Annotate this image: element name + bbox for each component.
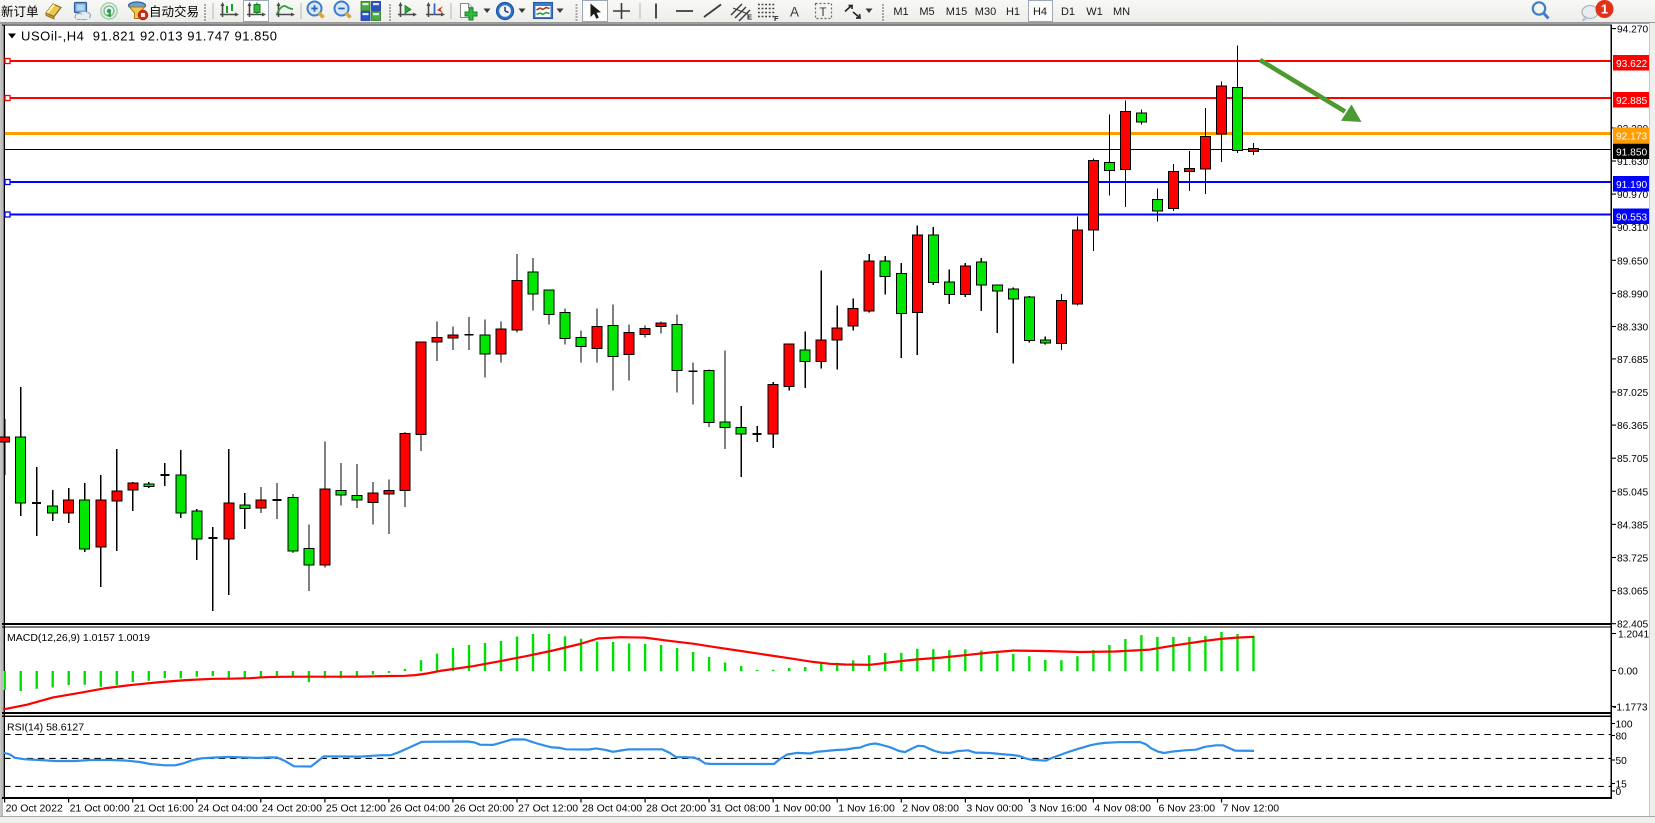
svg-text:92.173: 92.173 [1616, 131, 1647, 142]
svg-text:90.970: 90.970 [1617, 190, 1648, 201]
svg-text:91.630: 91.630 [1617, 157, 1648, 168]
svg-text:2 Nov 08:00: 2 Nov 08:00 [902, 803, 959, 815]
svg-text:21 Oct 16:00: 21 Oct 16:00 [134, 803, 194, 815]
svg-text:86.365: 86.365 [1617, 421, 1648, 432]
svg-text:新订单: 新订单 [1, 4, 39, 19]
svg-text:85.045: 85.045 [1617, 487, 1648, 498]
svg-text:T: T [820, 7, 827, 19]
svg-text:82.405: 82.405 [1617, 620, 1648, 631]
svg-text:88.330: 88.330 [1617, 323, 1648, 334]
svg-text:90.310: 90.310 [1617, 223, 1648, 234]
svg-text:M5: M5 [919, 6, 934, 18]
svg-text:USOil-,H4 91.821 92.013 91.74: USOil-,H4 91.821 92.013 91.747 91.850 [21, 29, 278, 44]
svg-text:21 Oct 00:00: 21 Oct 00:00 [70, 803, 130, 815]
svg-text:D1: D1 [1061, 6, 1075, 18]
svg-text:E: E [747, 13, 752, 22]
svg-text:89.650: 89.650 [1617, 256, 1648, 267]
svg-text:F: F [774, 14, 779, 22]
svg-text:26 Oct 04:00: 26 Oct 04:00 [390, 803, 450, 815]
svg-text:20 Oct 2022: 20 Oct 2022 [6, 803, 63, 815]
svg-text:87.025: 87.025 [1617, 388, 1648, 399]
svg-text:50: 50 [1616, 756, 1628, 767]
svg-text:85.705: 85.705 [1617, 454, 1648, 465]
svg-text:1.2041: 1.2041 [1618, 629, 1649, 640]
svg-text:3 Nov 16:00: 3 Nov 16:00 [1030, 803, 1087, 815]
svg-text:H1: H1 [1006, 6, 1020, 18]
svg-text:3 Nov 00:00: 3 Nov 00:00 [966, 803, 1023, 815]
svg-text:83.065: 83.065 [1617, 587, 1648, 598]
svg-text:-1.1773: -1.1773 [1613, 702, 1648, 713]
svg-text:0: 0 [1616, 787, 1622, 798]
svg-text:1 Nov 00:00: 1 Nov 00:00 [774, 803, 831, 815]
svg-text:自动交易: 自动交易 [149, 4, 199, 19]
svg-text:7 Nov 12:00: 7 Nov 12:00 [1223, 803, 1280, 815]
svg-text:M30: M30 [975, 6, 996, 18]
svg-text:91.190: 91.190 [1616, 180, 1647, 191]
svg-text:RSI(14) 58.6127: RSI(14) 58.6127 [7, 722, 84, 734]
svg-text:26 Oct 20:00: 26 Oct 20:00 [454, 803, 514, 815]
svg-text:91.850: 91.850 [1616, 147, 1647, 158]
svg-text:1: 1 [1601, 2, 1608, 17]
svg-text:28 Oct 20:00: 28 Oct 20:00 [646, 803, 706, 815]
svg-text:27 Oct 12:00: 27 Oct 12:00 [518, 803, 578, 815]
svg-text:90.553: 90.553 [1616, 212, 1647, 223]
svg-text:MN: MN [1113, 6, 1130, 18]
svg-text:25 Oct 12:00: 25 Oct 12:00 [326, 803, 386, 815]
svg-text:M1: M1 [893, 6, 908, 18]
svg-text:0.00: 0.00 [1618, 666, 1638, 677]
svg-text:A: A [790, 5, 799, 20]
svg-text:94.270: 94.270 [1617, 25, 1648, 36]
svg-text:6 Nov 23:00: 6 Nov 23:00 [1159, 803, 1216, 815]
svg-text:24 Oct 04:00: 24 Oct 04:00 [198, 803, 258, 815]
svg-text:87.685: 87.685 [1617, 355, 1648, 366]
svg-text:MACD(12,26,9) 1.0157 1.0019: MACD(12,26,9) 1.0157 1.0019 [7, 632, 150, 644]
svg-text:M15: M15 [946, 6, 967, 18]
svg-text:H4: H4 [1033, 6, 1047, 18]
svg-text:84.385: 84.385 [1617, 520, 1648, 531]
svg-text:W1: W1 [1086, 6, 1103, 18]
svg-text:31 Oct 08:00: 31 Oct 08:00 [710, 803, 770, 815]
svg-text:4 Nov 08:00: 4 Nov 08:00 [1094, 803, 1151, 815]
svg-text:28 Oct 04:00: 28 Oct 04:00 [582, 803, 642, 815]
svg-text:80: 80 [1616, 731, 1628, 742]
svg-text:83.725: 83.725 [1617, 554, 1648, 565]
svg-text:1 Nov 16:00: 1 Nov 16:00 [838, 803, 895, 815]
svg-text:93.622: 93.622 [1616, 59, 1647, 70]
svg-text:100: 100 [1616, 719, 1633, 730]
svg-text:92.885: 92.885 [1616, 96, 1647, 107]
svg-text:24 Oct 20:00: 24 Oct 20:00 [262, 803, 322, 815]
svg-text:88.990: 88.990 [1617, 289, 1648, 300]
svg-text:15: 15 [1616, 779, 1628, 790]
